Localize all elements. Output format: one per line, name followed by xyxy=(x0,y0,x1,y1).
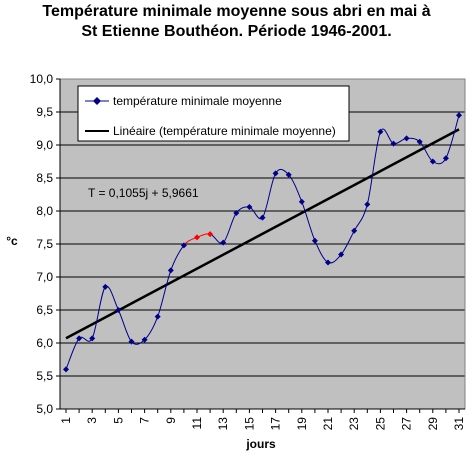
data-point xyxy=(102,283,109,290)
y-tick-label: 7,5 xyxy=(36,237,53,251)
x-tick-label: 7 xyxy=(138,417,152,424)
x-tick-label: 3 xyxy=(85,417,99,424)
y-tick-label: 5,0 xyxy=(36,402,53,416)
x-axis: 1 3 5 7 9 11 13 15 17 19 21 23 25 27 29 31 xyxy=(59,408,466,431)
series-line-segment xyxy=(262,173,277,218)
data-point xyxy=(167,267,174,274)
y-tick-label: 8,0 xyxy=(36,204,53,218)
x-tick-label: 21 xyxy=(321,417,335,431)
series-line-segment xyxy=(445,115,460,159)
data-point xyxy=(377,128,384,135)
series-line-segment xyxy=(301,201,316,241)
series-line-segment xyxy=(157,270,172,317)
y-tick-label: 8,5 xyxy=(36,171,53,185)
x-tick-label: 5 xyxy=(111,417,125,424)
data-point xyxy=(285,171,292,178)
data-point xyxy=(180,242,187,249)
y-tick-label: 10,0 xyxy=(30,72,54,86)
x-tick-label: 11 xyxy=(190,417,204,430)
data-point xyxy=(390,140,397,147)
y-tick-label: 7,0 xyxy=(36,270,53,284)
data-point xyxy=(259,214,266,221)
data-point xyxy=(63,366,69,373)
data-point xyxy=(246,204,253,211)
series-line-segment xyxy=(353,204,368,232)
data-point xyxy=(115,307,122,313)
y-axis-label: °c xyxy=(6,234,18,248)
data-point xyxy=(220,239,227,246)
x-tick-label: 25 xyxy=(373,417,387,431)
y-tick-label: 6,5 xyxy=(36,303,53,317)
legend-marker-series xyxy=(93,97,101,105)
data-point xyxy=(456,112,462,119)
trendline-group xyxy=(65,128,460,340)
data-point xyxy=(233,209,240,216)
data-point xyxy=(128,338,135,345)
series-line-segment xyxy=(91,286,106,339)
data-point xyxy=(338,251,345,258)
data-point xyxy=(364,201,371,208)
data-point xyxy=(416,138,423,145)
trendline xyxy=(65,128,460,340)
data-point xyxy=(154,313,161,320)
x-tick-label: 29 xyxy=(426,417,440,431)
data-point xyxy=(272,170,279,177)
x-tick-label: 23 xyxy=(347,417,361,431)
chart-subtitle: St Etienne Bouthéon. Période 1946-2001. xyxy=(81,23,392,40)
data-point xyxy=(442,155,449,162)
data-point xyxy=(141,336,148,343)
data-point xyxy=(325,259,331,266)
x-tick-label: 13 xyxy=(216,417,230,431)
trend-equation: T = 0,1055j + 5,9661 xyxy=(88,186,199,200)
y-tick-label: 9,5 xyxy=(36,105,53,119)
x-tick-label: 31 xyxy=(452,417,466,431)
x-tick-label: 9 xyxy=(164,417,178,424)
data-point xyxy=(89,335,96,342)
legend: température minimale moyenne Linéaire (t… xyxy=(77,85,350,142)
x-tick-label: 19 xyxy=(295,417,309,431)
series-group xyxy=(63,112,462,373)
y-tick-label: 9,0 xyxy=(36,138,53,152)
data-point xyxy=(76,335,83,342)
legend-label-series: température minimale moyenne xyxy=(113,94,282,108)
y-axis: 5,0 5,5 6,0 6,5 7,0 7,5 8,0 8,5 9,0 9,5 10,0 xyxy=(30,72,61,416)
data-point xyxy=(351,227,358,234)
x-tick-label: 1 xyxy=(59,417,73,424)
x-tick-label: 17 xyxy=(269,417,283,431)
legend-box xyxy=(77,85,350,142)
y-tick-label: 6,0 xyxy=(36,336,53,350)
data-point xyxy=(298,198,305,205)
data-point xyxy=(207,231,214,238)
legend-label-trend: Linéaire (température minimale moyenne) xyxy=(113,124,336,138)
x-tick-label: 27 xyxy=(400,417,414,431)
data-point xyxy=(403,135,410,142)
chart-title: Température minimale moyenne sous abri e… xyxy=(42,3,431,20)
data-point xyxy=(194,234,200,241)
y-tick-label: 5,5 xyxy=(36,369,53,383)
data-point xyxy=(311,237,318,244)
x-tick-label: 15 xyxy=(242,417,256,431)
data-point xyxy=(429,158,436,165)
x-axis-label: jours xyxy=(245,437,276,451)
series-line-segment xyxy=(366,131,381,205)
